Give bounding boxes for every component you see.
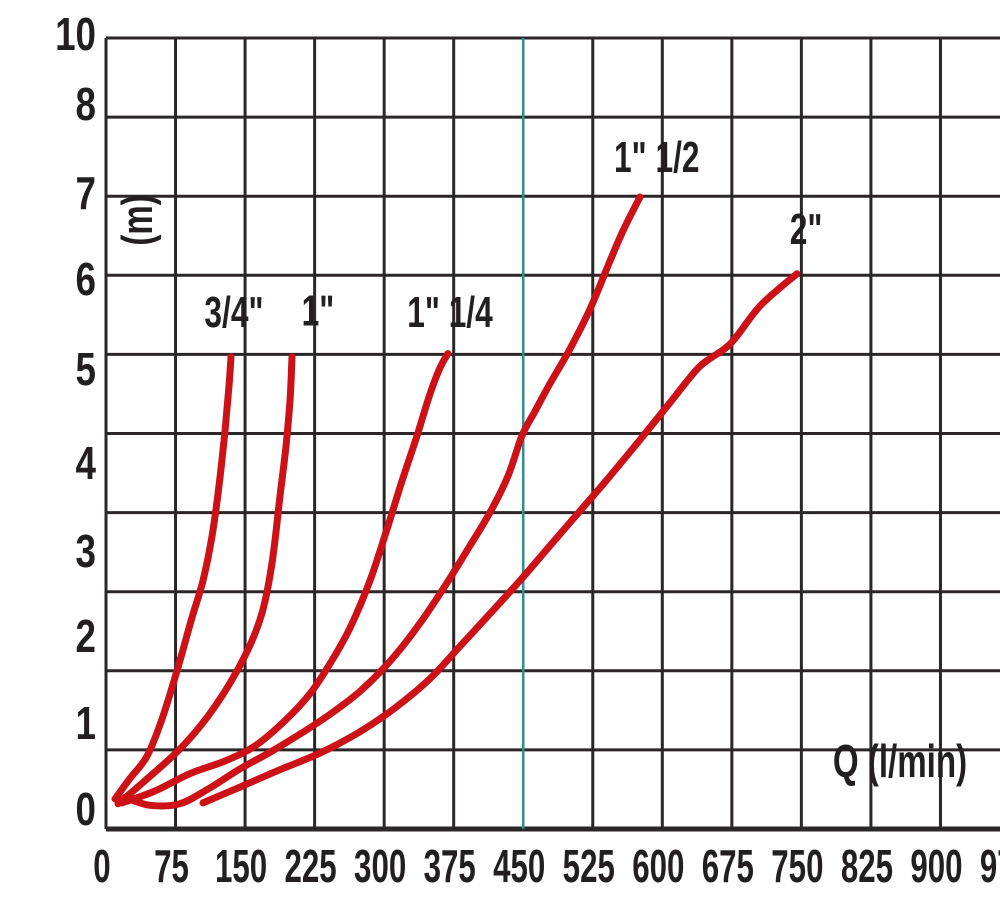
x-axis-title: Q (l/min) [833,737,967,787]
curve-label-1: 1" [302,286,335,335]
x-tick-label: 225 [285,841,337,891]
x-tick-label: 600 [632,841,684,891]
x-tick-label: 150 [215,841,267,891]
y-tick-label: 2 [76,610,96,662]
x-tick-label: 375 [424,841,476,891]
x-tick-label: 0 [93,841,110,891]
y-tick-label: 8 [76,78,96,130]
x-tick-label: 750 [771,841,823,891]
head-loss-chart-canvas: 0 1 2 3 4 5 6 7 8 10 0 75 150 225 300 375 450 525 600 675 75… [55,16,1000,891]
curve-label-0: 3/4" [204,288,263,337]
curve-0 [111,353,235,803]
curve-label-3: 1" 1/2 [614,133,699,182]
x-tick-label: 300 [354,841,406,891]
y-axis-title: (m) [114,194,163,245]
curve-3 [121,193,644,810]
y-tick-label: 1 [76,697,96,749]
x-tick-label: 525 [563,841,615,891]
curve-1 [114,353,296,808]
x-tick-label: 450 [493,841,545,891]
curve-2 [118,350,452,807]
head-loss-chart: 0 1 2 3 4 5 6 7 8 10 0 75 150 225 300 375 450 525 600 675 75… [40,16,1000,891]
y-tick-label: 3 [76,525,96,577]
x-tick-label: 675 [702,841,754,891]
y-tick-label: 6 [76,253,96,305]
x-tick-label: 975 [980,841,1000,891]
x-tick-label: 75 [154,841,189,891]
y-tick-label: 10 [55,16,96,60]
y-tick-label: 5 [76,343,96,395]
curve-label-4: 2" [790,205,823,254]
y-tick-label: 7 [76,167,96,219]
y-tick-label: 0 [76,783,96,835]
x-tick-label: 900 [910,841,962,891]
curve-4 [199,270,801,807]
curve-label-2: 1" 1/4 [407,288,493,337]
y-tick-label: 4 [76,437,96,489]
x-tick-label: 825 [841,841,893,891]
